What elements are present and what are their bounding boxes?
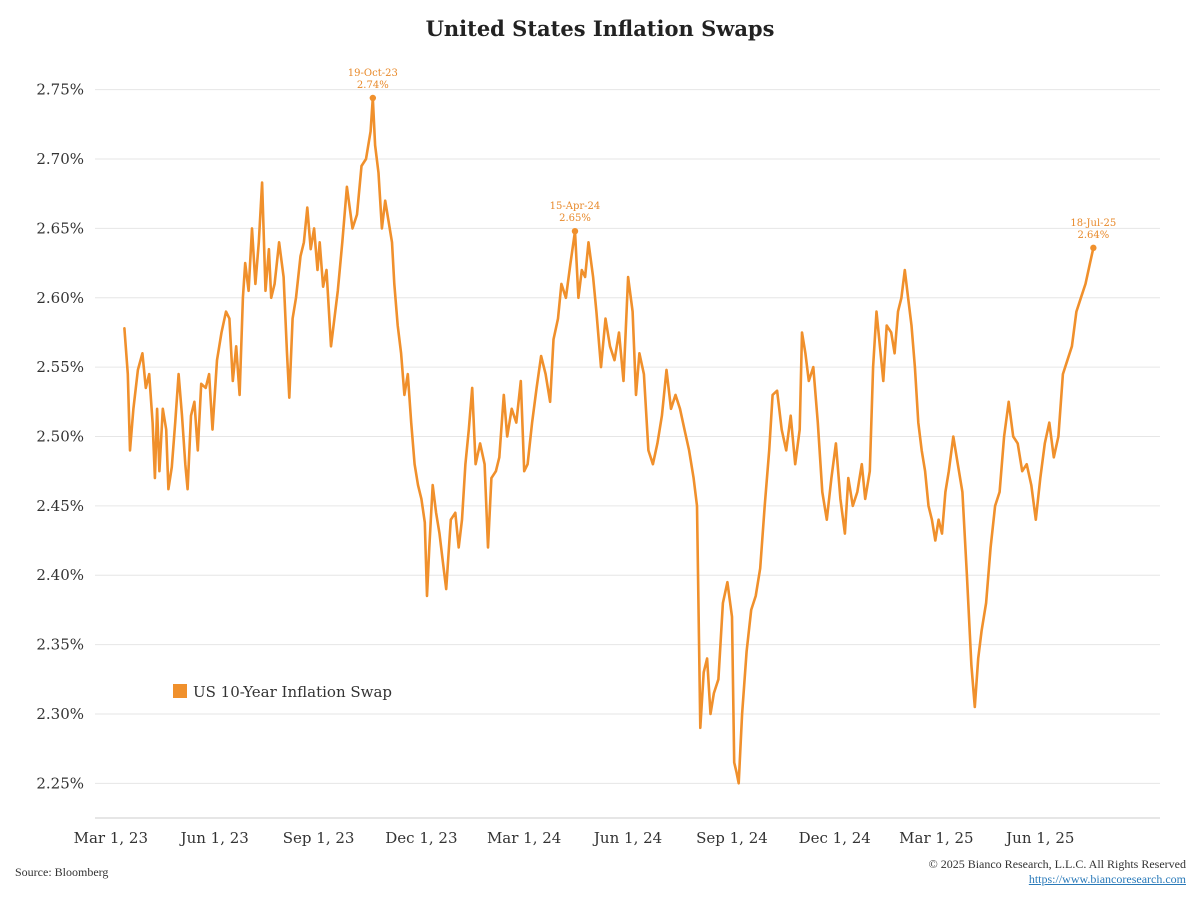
annotation-value: 2.74% (357, 80, 389, 91)
y-tick-label: 2.25% (36, 774, 84, 792)
annotation-dot (369, 94, 377, 102)
chart-title: United States Inflation Swaps (426, 16, 775, 41)
y-tick-label: 2.55% (36, 358, 84, 376)
series-line (123, 96, 1095, 785)
website-link[interactable]: https://www.biancoresearch.com (1028, 872, 1186, 886)
legend-swatch (173, 684, 187, 698)
y-tick-label: 2.50% (36, 428, 84, 446)
x-tick-label: Dec 1, 24 (799, 829, 871, 847)
annotation-dot (1090, 244, 1097, 252)
annotation-value: 2.65% (559, 213, 591, 224)
annotation-date: 15-Apr-24 (550, 201, 601, 212)
y-tick-label: 2.65% (36, 219, 84, 237)
x-axis: Mar 1, 23 Jun 1, 23 Sep 1, 23 Dec 1, 23 Mar … (74, 817, 1160, 847)
x-tick-label: Jun 1, 23 (179, 829, 249, 847)
copyright-note: © 2025 Bianco Research, L.L.C. All Right… (928, 857, 1186, 871)
y-axis: 2.25% 2.30% 2.35% 2.40% 2.45% 2.50% 2.55% 2.60%… (36, 81, 84, 793)
annotation-dot (571, 227, 579, 235)
y-tick-label: 2.60% (36, 289, 84, 307)
y-tick-label: 2.70% (36, 150, 84, 168)
series-layer (123, 96, 1095, 785)
x-tick-label: Jun 1, 24 (592, 829, 662, 847)
website-link-wrap: https://www.biancoresearch.com (1029, 872, 1186, 887)
annotation-date: 18-Jul-25 (1070, 218, 1116, 229)
x-tick-label: Mar 1, 23 (74, 829, 148, 847)
annotation-value: 2.64% (1077, 230, 1109, 241)
y-tick-label: 2.35% (36, 636, 84, 654)
legend: US 10-Year Inflation Swap (173, 683, 392, 701)
y-tick-label: 2.30% (36, 705, 84, 723)
annotation-date: 19-Oct-23 (348, 68, 398, 79)
y-tick-label: 2.75% (36, 81, 84, 99)
y-tick-label: 2.45% (36, 497, 84, 515)
gridlines (95, 89, 1160, 784)
x-tick-label: Mar 1, 25 (899, 829, 973, 847)
x-tick-label: Sep 1, 24 (696, 829, 768, 847)
legend-label: US 10-Year Inflation Swap (193, 683, 392, 701)
x-tick-label: Jun 1, 25 (1004, 829, 1074, 847)
x-tick-label: Sep 1, 23 (283, 829, 355, 847)
annotations: 19-Oct-232.74% 15-Apr-242.65% 18-Jul-252.6… (348, 68, 1116, 252)
y-tick-label: 2.40% (36, 566, 84, 584)
source-note: Source: Bloomberg (15, 865, 109, 879)
x-tick-label: Mar 1, 24 (487, 829, 561, 847)
x-tick-label: Dec 1, 23 (385, 829, 457, 847)
